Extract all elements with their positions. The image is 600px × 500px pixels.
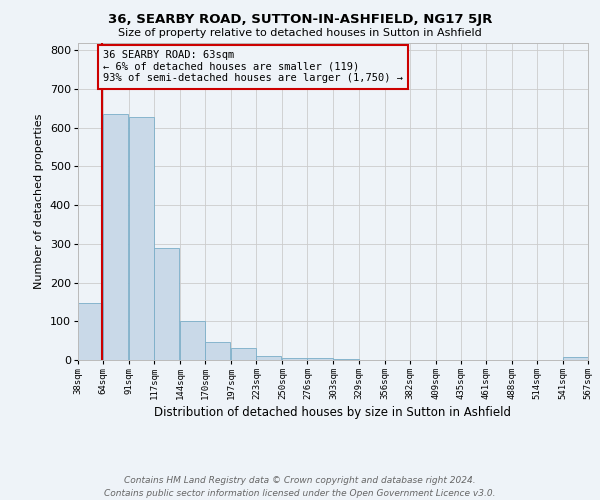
- Bar: [78, 302, 103, 360]
- Bar: [129, 117, 154, 360]
- Text: 36 SEARBY ROAD: 63sqm
← 6% of detached houses are smaller (119)
93% of semi-deta: 36 SEARBY ROAD: 63sqm ← 6% of detached h…: [103, 50, 403, 84]
- Bar: [283, 358, 307, 360]
- Bar: [307, 358, 332, 360]
- Bar: [103, 114, 128, 360]
- Bar: [563, 357, 588, 360]
- Y-axis label: Number of detached properties: Number of detached properties: [34, 114, 44, 289]
- Text: Size of property relative to detached houses in Sutton in Ashfield: Size of property relative to detached ho…: [118, 28, 482, 38]
- Bar: [334, 359, 359, 360]
- Bar: [180, 321, 205, 360]
- Bar: [231, 348, 256, 360]
- X-axis label: Distribution of detached houses by size in Sutton in Ashfield: Distribution of detached houses by size …: [155, 406, 511, 419]
- Bar: [205, 342, 230, 360]
- Bar: [256, 356, 281, 360]
- Text: 36, SEARBY ROAD, SUTTON-IN-ASHFIELD, NG17 5JR: 36, SEARBY ROAD, SUTTON-IN-ASHFIELD, NG1…: [108, 12, 492, 26]
- Bar: [154, 248, 179, 360]
- Text: Contains HM Land Registry data © Crown copyright and database right 2024.
Contai: Contains HM Land Registry data © Crown c…: [104, 476, 496, 498]
